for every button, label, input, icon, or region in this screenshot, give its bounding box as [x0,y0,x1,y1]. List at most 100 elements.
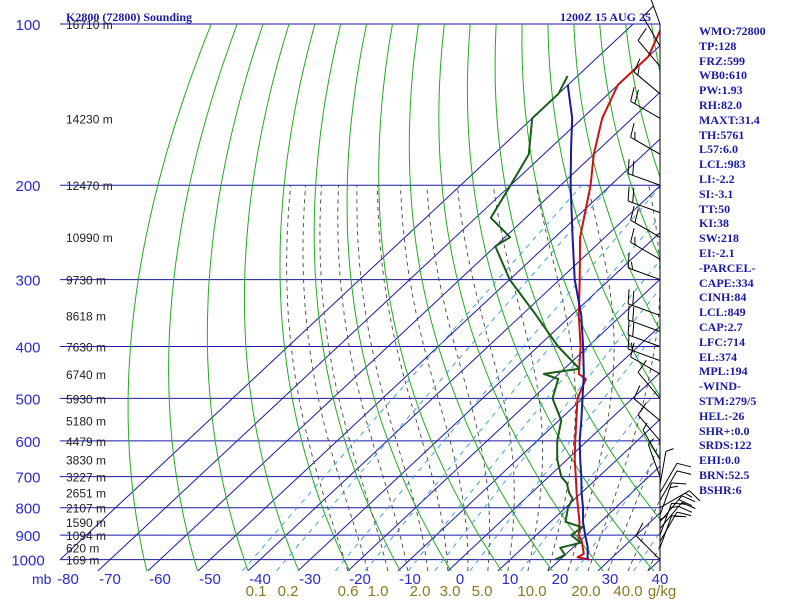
isotherm-lines [60,24,660,571]
mixing-ratio-line [520,385,660,571]
height-label: 1590 m [66,516,106,530]
pressure-tick-label: 400 [15,340,40,357]
index-item: WMO:72800 [699,24,766,38]
temperature-tick-label: -20 [349,571,371,588]
stability-index-panel: WMO:72800 TP:128 FRZ:599 WB0:610 PW:1.93 RH:8… [699,24,799,498]
index-item: EL:374 [699,349,738,364]
index-item: SW:218 [699,231,740,246]
pressure-tick-label: 600 [15,434,40,451]
wind-barb [635,522,661,561]
mixing-ratio-label: 5.0 [472,583,493,600]
dry-adiabat-line [547,24,660,398]
temperature-tick-label: 20 [552,571,569,588]
height-label: 14230 m [66,112,113,126]
index-item: CAP:2.7 [699,319,743,334]
index-item: EI:-2.1 [699,245,735,260]
wind-barb [637,28,661,67]
moist-adiabat-line [426,185,491,571]
index-item: CINH:84 [699,290,747,305]
wind-barb [637,360,661,399]
dry-adiabat-line [494,24,660,521]
height-label: 12470 m [66,179,113,193]
wind-barb [633,58,661,95]
dry-adiabat-line [206,24,264,571]
mixing-ratio-label: 40.0 [613,583,642,600]
wind-barb [627,186,661,214]
index-item: LCL:983 [699,157,746,172]
index-item: FRZ:599 [699,53,745,68]
wind-barb [659,462,692,493]
temperature-tick-label: 10 [502,571,519,588]
index-item: -WIND- [699,379,741,394]
height-label: 3830 m [66,453,106,467]
moist-adiabat-line [377,185,449,571]
moist-adiabat-line [286,185,349,571]
index-item: LFC:714 [699,334,745,349]
moist-adiabat-line [492,185,544,571]
pressure-tick-label: 800 [15,501,40,518]
index-item: BSHR:6 [699,482,742,497]
index-item: EHI:0.0 [699,453,741,468]
dry-adiabat-line [313,24,401,571]
temperature-tick-label: -10 [399,571,421,588]
index-item: PW:1.93 [699,83,743,98]
mixing-ratio-line [241,184,583,571]
temperature-tick-label: 0 [456,571,464,588]
height-label: 4479 m [66,435,106,449]
height-label: 169 m [66,554,99,568]
moist-adiabat-line [319,185,389,571]
mixing-ratio-line [276,184,612,571]
isotherm-line [447,372,660,571]
index-item: SRDS:122 [699,438,752,453]
temperature-line [573,28,660,561]
wind-barb [659,448,674,485]
temperature-tick-label: -60 [149,571,171,588]
wind-barb [637,402,661,442]
mixing-ratio-label: 3.0 [440,583,461,600]
mixing-ratio-line [364,215,660,571]
height-label: 2651 m [66,487,106,501]
wind-barb [659,502,687,536]
temperature-tick-label: -40 [249,571,271,588]
wind-barb [659,470,692,501]
isotherm-line [97,44,660,571]
temperature-tick-label: -70 [99,571,121,588]
mixing-ratio-label: 10.0 [517,583,546,600]
pressure-tick-label: 100 [15,17,40,34]
isotherm-line [347,278,660,571]
dry-adiabat-line [279,24,351,571]
height-label: 3227 m [66,471,106,485]
height-label: 10990 m [66,231,113,245]
mixing-ratio-label: 20.0 [571,583,600,600]
moist-adiabat-line [337,185,409,571]
mixing-ratio-label: 0.2 [278,583,299,600]
isotherm-line [497,418,660,571]
index-item: SI:-3.1 [699,186,734,201]
temperature-tick-label: -30 [299,571,321,588]
parcel-line [566,84,589,560]
isotherm-line [397,325,660,571]
pressure-tick-label: 300 [15,273,40,290]
wind-barb [633,385,661,421]
pressure-tick-label: 1000 [11,553,44,570]
wind-barb [659,502,696,529]
temperature-tick-label: 40 [652,571,669,588]
wind-barb [630,228,661,260]
mixing-ratio-line [575,452,660,571]
wind-barb [627,334,661,362]
wind-barb [659,490,701,509]
index-item: LI:-2.2 [699,171,735,186]
index-item: HEL:-26 [699,408,745,423]
dry-adiabat-line [243,24,300,571]
mixing-ratio-line [407,259,660,571]
wind-barb [627,320,661,347]
height-label: 9730 m [66,274,106,288]
mixing-ratio-label: 2.0 [410,583,431,600]
isotherm-line [197,138,660,571]
mixing-ratio-line [335,186,660,571]
height-label: 1094 m [66,529,106,543]
wind-barb [627,159,661,186]
isotherm-line [147,91,660,571]
dry-adiabat-line [573,24,660,332]
